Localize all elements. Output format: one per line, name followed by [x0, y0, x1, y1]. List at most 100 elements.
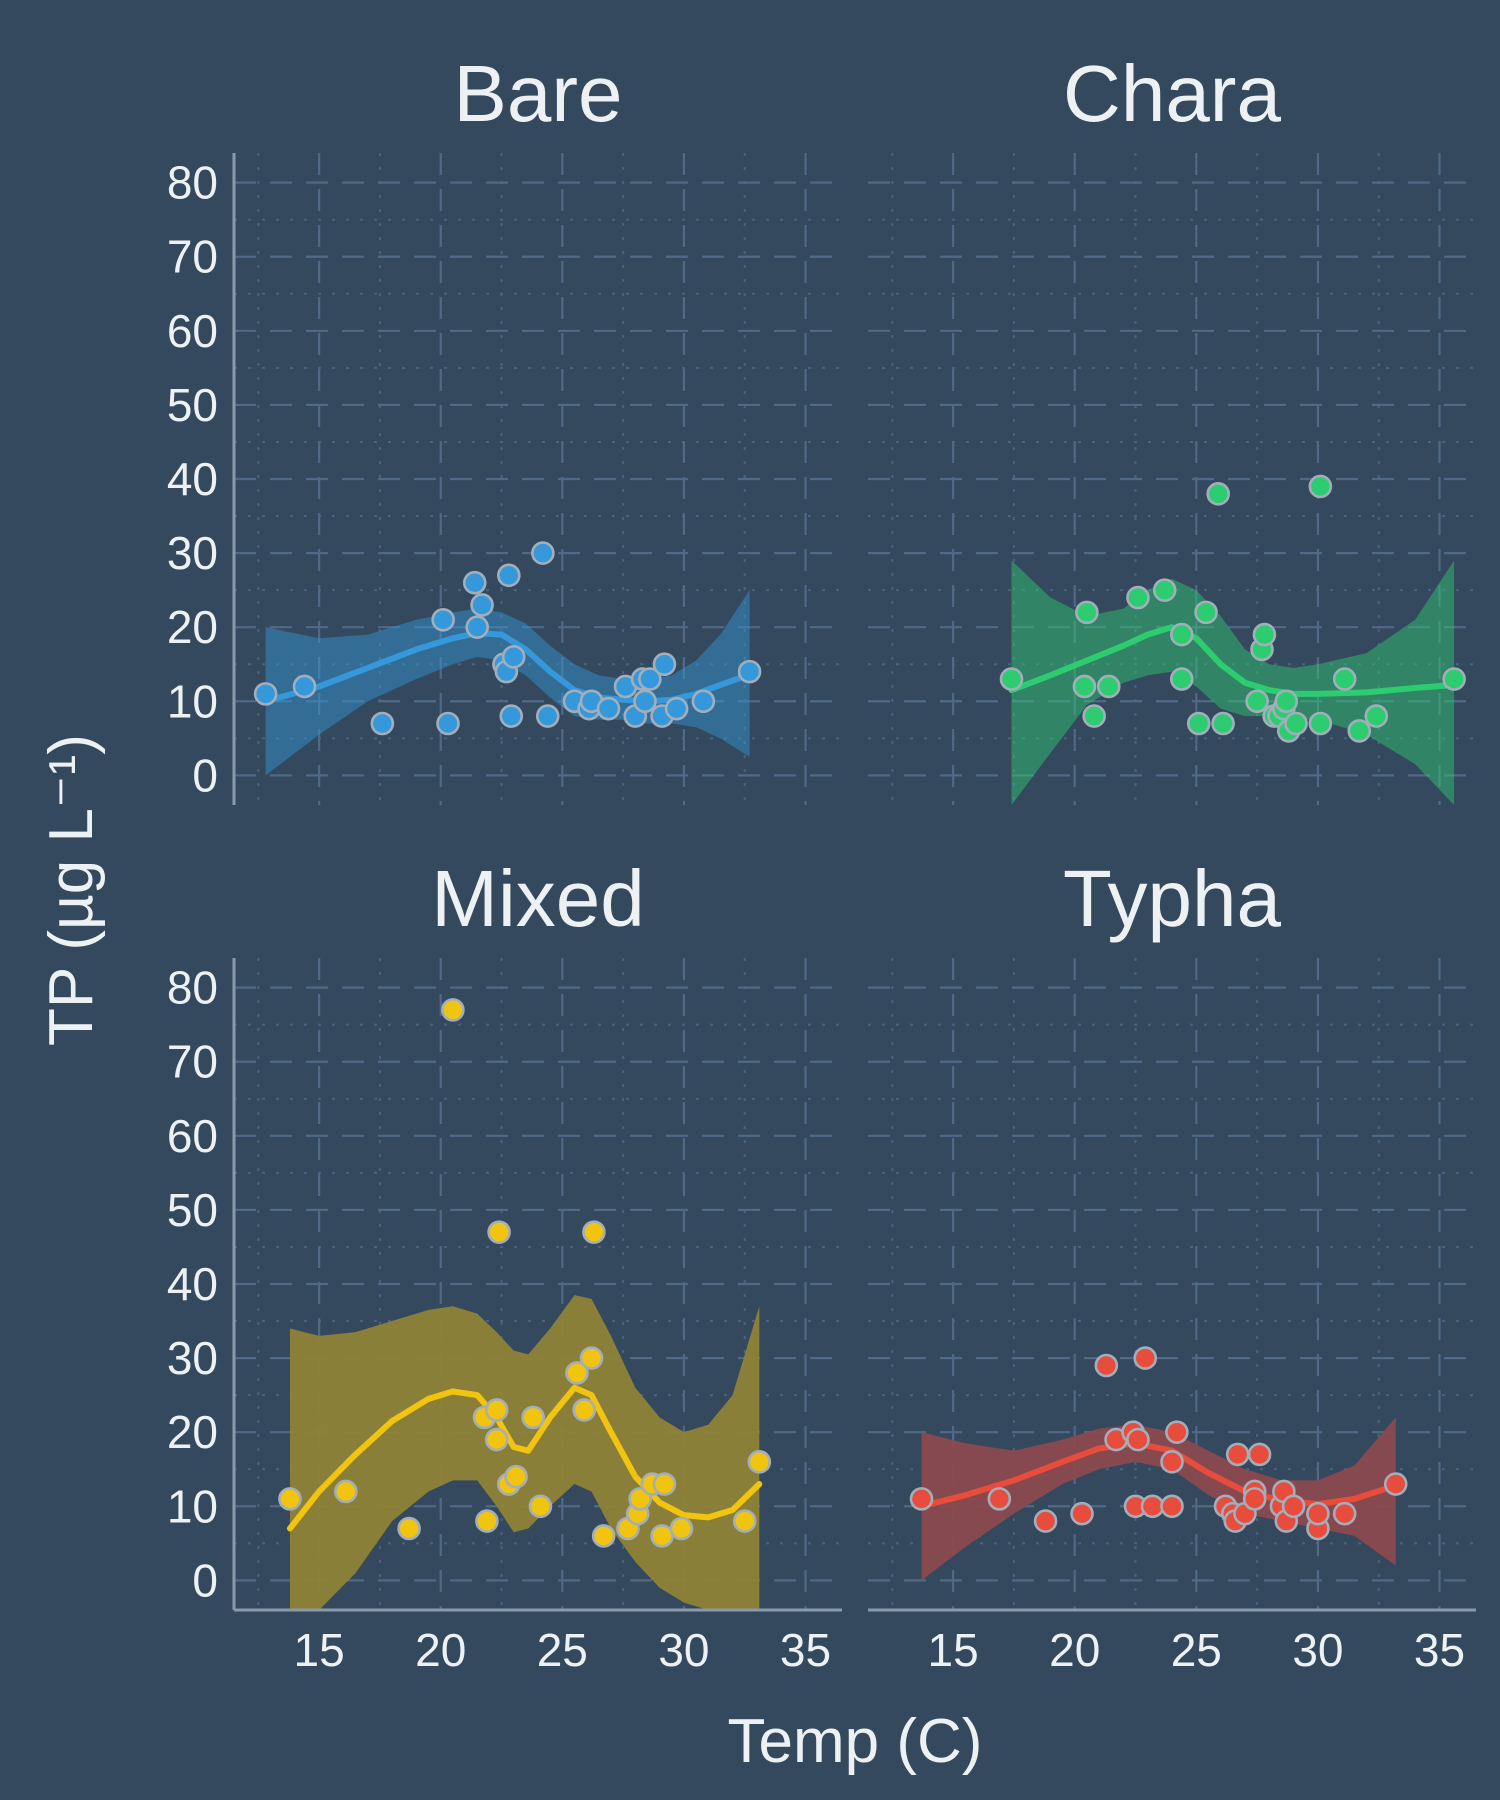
- data-point: [397, 1516, 421, 1541]
- facet-mixed: Mixed 0 10 20 30 40 50 60 70 80 15 20 25 30 35: [167, 854, 842, 1676]
- data-point: [1242, 1487, 1267, 1511]
- y-tick-label: 30: [167, 527, 218, 579]
- data-point: [1308, 711, 1333, 736]
- x-tick-label: 35: [780, 1624, 831, 1676]
- data-point: [441, 998, 465, 1022]
- x-tick-label: 35: [1414, 1624, 1465, 1676]
- data-point: [504, 1464, 528, 1489]
- data-point: [628, 1487, 652, 1511]
- data-point: [1160, 1450, 1184, 1474]
- y-axis-title: TP (µg L⁻¹): [37, 734, 106, 1046]
- data-point: [1245, 689, 1269, 714]
- x-axis-title: Temp (C): [728, 1707, 983, 1776]
- x-tick-label: 25: [537, 1624, 588, 1676]
- data-point: [691, 689, 716, 714]
- x-tick-label: 15: [928, 1624, 979, 1676]
- y-tick-label: 20: [167, 601, 218, 653]
- data-point: [370, 711, 395, 736]
- data-point: [650, 1524, 674, 1548]
- y-tick-label: 10: [167, 675, 218, 727]
- y-tick-label: 30: [167, 1332, 218, 1384]
- data-point: [1075, 600, 1099, 625]
- x-tick-label: 30: [658, 1624, 709, 1676]
- data-point: [1126, 1427, 1150, 1452]
- data-point: [999, 667, 1024, 691]
- data-point: [475, 1509, 499, 1533]
- smooth-line-chara: [1008, 624, 1458, 697]
- facet-typha: Typha 15 20 25 30 35: [868, 854, 1476, 1676]
- y-tick-label: 50: [167, 1184, 218, 1236]
- data-point: [292, 674, 317, 699]
- data-point: [1442, 667, 1466, 691]
- data-point: [1274, 689, 1299, 714]
- data-point: [528, 1494, 553, 1519]
- data-point: [1306, 1501, 1330, 1526]
- y-tick-label: 70: [167, 231, 218, 283]
- data-point: [747, 1450, 772, 1474]
- data-point: [582, 1220, 606, 1244]
- data-point: [591, 1524, 616, 1548]
- data-point: [1252, 622, 1277, 647]
- y-tick-label: 40: [167, 453, 218, 505]
- data-point: [484, 1427, 509, 1452]
- data-point: [664, 696, 689, 721]
- facet-title-typha: Typha: [1063, 854, 1281, 943]
- data-point: [497, 563, 521, 588]
- data-point: [1364, 704, 1389, 728]
- data-point: [1211, 711, 1235, 736]
- facet-title-bare: Bare: [454, 49, 623, 138]
- data-point: [1194, 600, 1218, 625]
- facet-panels: Bare 0 10 20 30 40 50 60 70 80 Chara Mixed 0 10 20 30 40…: [167, 49, 1476, 1676]
- data-point: [565, 1361, 589, 1385]
- y-tick-label: 50: [167, 379, 218, 431]
- data-point: [431, 607, 455, 632]
- y-tick-label: 60: [167, 305, 218, 357]
- data-point: [633, 689, 657, 714]
- data-point: [535, 704, 560, 728]
- data-point: [521, 1405, 545, 1430]
- data-point: [1347, 719, 1372, 743]
- x-tick-label: 15: [294, 1624, 345, 1676]
- y-tick-label: 10: [167, 1480, 218, 1532]
- data-point: [1126, 585, 1150, 610]
- data-point: [1169, 667, 1194, 691]
- facet-title-mixed: Mixed: [431, 854, 644, 943]
- data-point: [253, 682, 278, 706]
- facet-title-chara: Chara: [1063, 49, 1281, 138]
- y-tick-label: 0: [192, 1554, 218, 1606]
- data-point: [1070, 1501, 1094, 1526]
- data-point: [596, 696, 621, 721]
- data-point: [652, 1472, 677, 1496]
- data-point: [1152, 578, 1177, 602]
- data-point: [1186, 711, 1211, 736]
- data-point: [1096, 674, 1121, 699]
- data-point: [1383, 1472, 1408, 1496]
- data-point: [579, 1346, 604, 1370]
- y-tick-label: 80: [167, 157, 218, 209]
- data-point: [436, 711, 460, 736]
- data-point: [1281, 1494, 1306, 1519]
- y-tick-label: 60: [167, 1110, 218, 1162]
- data-point: [1247, 1442, 1272, 1467]
- y-tick-label: 80: [167, 962, 218, 1014]
- data-point: [732, 1509, 757, 1533]
- data-point: [1308, 474, 1333, 499]
- data-point: [487, 1220, 511, 1244]
- data-point: [572, 1398, 597, 1422]
- data-point: [669, 1516, 694, 1541]
- data-point: [1169, 622, 1194, 647]
- data-point: [462, 570, 487, 595]
- data-point: [1094, 1353, 1119, 1378]
- data-point: [465, 615, 490, 639]
- data-point: [531, 541, 555, 565]
- confidence-band-chara: [1011, 560, 1455, 805]
- data-point: [1133, 1346, 1158, 1370]
- x-tick-label: 30: [1292, 1624, 1343, 1676]
- y-tick-label: 40: [167, 1258, 218, 1310]
- data-point: [1206, 482, 1231, 506]
- y-tick-label: 70: [167, 1036, 218, 1088]
- data-point: [737, 659, 762, 684]
- data-point: [501, 645, 526, 669]
- data-point: [1160, 1494, 1184, 1519]
